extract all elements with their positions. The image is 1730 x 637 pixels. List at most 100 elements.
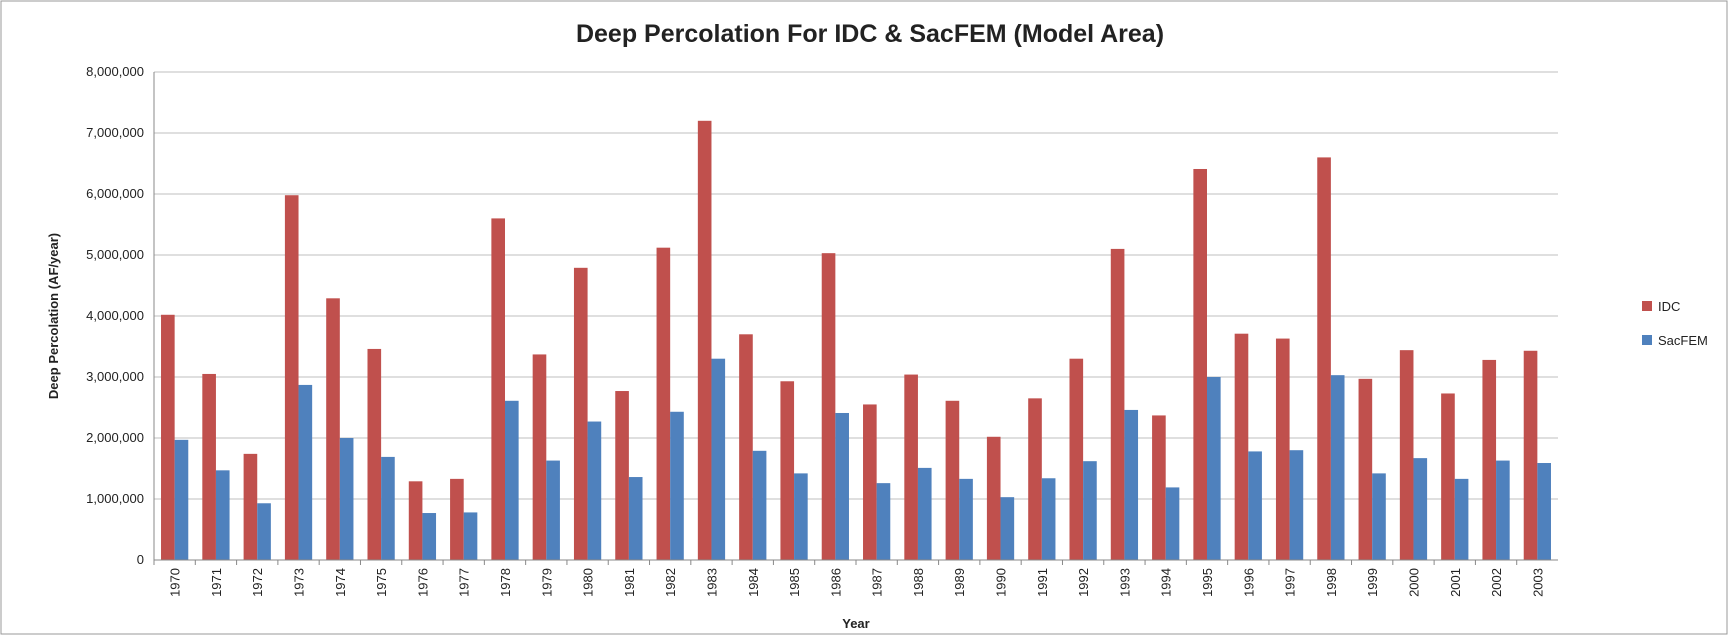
- x-tick-label: 2000: [1406, 568, 1421, 597]
- bar: [656, 247, 671, 560]
- bar: [1193, 168, 1207, 561]
- bar: [615, 391, 629, 560]
- y-tick-label: 5,000,000: [86, 247, 144, 262]
- bar: [780, 381, 795, 560]
- x-tick-label: 1990: [994, 568, 1009, 597]
- x-tick-label: 1974: [333, 568, 348, 597]
- bar: [1028, 398, 1042, 560]
- x-tick-label: 1991: [1035, 568, 1050, 597]
- x-tick-label: 1995: [1200, 568, 1215, 597]
- bar: [161, 314, 175, 560]
- bar: [505, 400, 519, 560]
- bar: [257, 503, 271, 560]
- bar: [1234, 333, 1249, 560]
- bar: [1083, 461, 1097, 560]
- bar: [1399, 350, 1414, 560]
- x-tick-label: 1976: [415, 568, 430, 597]
- x-tick-label: 1999: [1365, 568, 1380, 597]
- bar: [243, 453, 258, 560]
- y-tick-label: 3,000,000: [86, 369, 144, 384]
- legend-swatch: [1642, 335, 1652, 345]
- y-tick-label: 8,000,000: [86, 64, 144, 79]
- bar: [863, 404, 877, 560]
- bar: [1000, 497, 1015, 560]
- y-tick-label: 0: [137, 552, 144, 567]
- chart-title: Deep Percolation For IDC & SacFEM (Model…: [576, 20, 1164, 48]
- bar: [752, 450, 767, 560]
- bar: [1317, 157, 1331, 560]
- bar: [408, 481, 423, 560]
- bar: [546, 460, 560, 560]
- x-tick-label: 1992: [1076, 568, 1091, 597]
- bar: [587, 421, 602, 560]
- x-tick-label: 1982: [663, 568, 678, 597]
- bar: [215, 470, 230, 560]
- bar: [1537, 463, 1551, 560]
- bar: [1110, 248, 1125, 560]
- bar: [1496, 460, 1510, 560]
- bar: [381, 456, 395, 560]
- bar: [959, 478, 973, 560]
- y-tick-label: 1,000,000: [86, 491, 144, 506]
- x-tick-label: 1972: [250, 568, 265, 597]
- bar: [628, 477, 643, 560]
- bar: [450, 478, 464, 560]
- bar: [904, 374, 918, 560]
- legend-swatch: [1642, 301, 1652, 311]
- x-tick-label: 1998: [1324, 568, 1339, 597]
- bar: [1372, 473, 1386, 560]
- x-tick-label: 1978: [498, 568, 513, 597]
- bar: [422, 513, 437, 560]
- y-axis-title: Deep Percolation (AF/year): [46, 233, 61, 399]
- x-tick-label: 1985: [787, 568, 802, 597]
- bar: [202, 373, 216, 560]
- bar: [670, 411, 684, 560]
- x-tick-label: 1986: [828, 568, 843, 597]
- x-tick-label: 2002: [1489, 568, 1504, 597]
- bar: [532, 354, 547, 560]
- x-tick-label: 1971: [209, 568, 224, 597]
- x-tick-label: 1996: [1241, 568, 1256, 597]
- bar: [1482, 359, 1497, 560]
- bar: [1248, 451, 1262, 560]
- x-tick-label: 1987: [870, 568, 885, 597]
- x-tick-label: 2001: [1448, 568, 1463, 597]
- x-tick-label: 2003: [1530, 568, 1545, 597]
- bar: [917, 467, 932, 560]
- bar: [1124, 409, 1139, 560]
- x-tick-label: 1988: [911, 568, 926, 597]
- bar: [298, 384, 313, 560]
- x-tick-label: 1970: [168, 568, 183, 597]
- bar: [821, 253, 836, 561]
- bar: [367, 348, 382, 560]
- x-tick-label: 1984: [746, 568, 761, 597]
- bar: [573, 267, 588, 560]
- legend-label: SacFEM: [1658, 333, 1708, 348]
- bar: [1069, 358, 1084, 560]
- x-tick-label: 1994: [1159, 568, 1174, 597]
- bar: [794, 473, 808, 560]
- bar: [1041, 478, 1056, 560]
- y-tick-label: 7,000,000: [86, 125, 144, 140]
- x-tick-label: 1977: [457, 568, 472, 597]
- bar: [1165, 487, 1180, 560]
- bar: [1358, 378, 1373, 560]
- bar: [945, 400, 960, 560]
- y-tick-label: 6,000,000: [86, 186, 144, 201]
- bar: [326, 298, 340, 560]
- bar: [1289, 450, 1304, 560]
- y-tick-label: 2,000,000: [86, 430, 144, 445]
- x-tick-label: 1989: [952, 568, 967, 597]
- bar: [1454, 478, 1469, 560]
- bar: [339, 438, 354, 560]
- bar: [876, 483, 891, 560]
- x-tick-label: 1979: [539, 568, 554, 597]
- bar: [1207, 377, 1221, 560]
- x-tick-label: 1973: [292, 568, 307, 597]
- bar: [1441, 393, 1455, 560]
- bar: [711, 358, 726, 560]
- x-tick-label: 1975: [374, 568, 389, 597]
- bar: [986, 436, 1001, 560]
- bar: [697, 120, 712, 561]
